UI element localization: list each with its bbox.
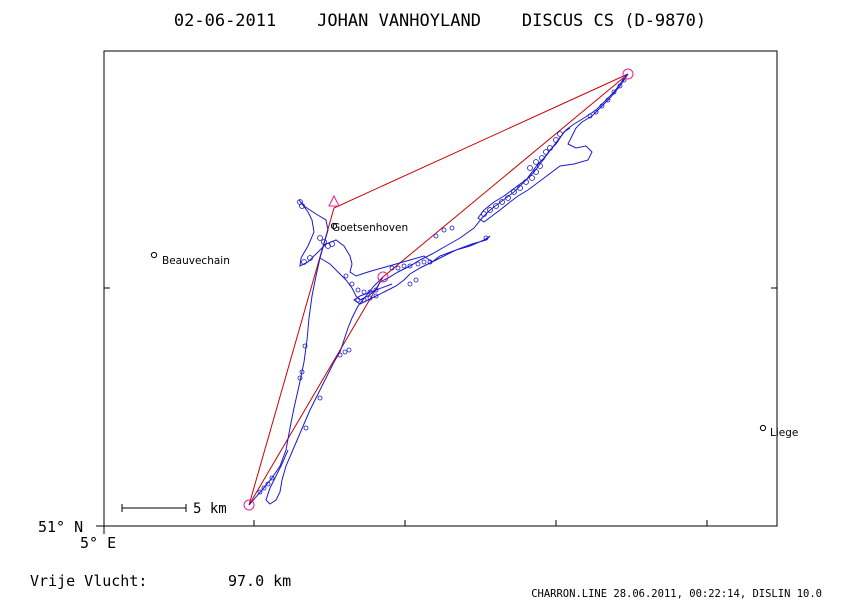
place-marker-icon xyxy=(330,222,338,230)
distance-label: Vrije Vlucht: xyxy=(30,572,147,590)
scale-bar xyxy=(121,504,187,512)
flight-track xyxy=(248,73,629,506)
turnpoints xyxy=(243,68,634,511)
longitude-label: 5° E xyxy=(80,534,116,552)
credit-line: CHARRON.LINE 28.06.2011, 00:22:14, DISLI… xyxy=(531,588,822,600)
place-marker-icon xyxy=(759,424,767,432)
thermal-circles xyxy=(257,77,627,495)
distance-value: 97.0 km xyxy=(228,572,291,590)
place-goetsenhoven: Goetsenhoven xyxy=(330,222,408,234)
map-frame xyxy=(103,50,778,527)
latitude-label: 51° N xyxy=(38,518,83,536)
scale-bar-label: 5 km xyxy=(193,501,227,517)
turnpoint-2-icon xyxy=(377,271,389,283)
place-beauvechain: Beauvechain xyxy=(150,251,230,267)
frame-ticks xyxy=(96,287,777,534)
start-triangle-icon xyxy=(328,194,340,207)
place-label: Goetsenhoven xyxy=(332,222,408,234)
start-turnpoint-icon xyxy=(243,499,255,511)
place-liege: Liege xyxy=(759,424,798,439)
place-label: Liege xyxy=(770,427,798,439)
turnpoint-1-icon xyxy=(622,68,634,80)
map-title: 02-06-2011 JOHAN VANHOYLAND DISCUS CS (D… xyxy=(174,11,706,31)
place-marker-icon xyxy=(150,251,158,259)
place-label: Beauvechain xyxy=(162,255,230,267)
